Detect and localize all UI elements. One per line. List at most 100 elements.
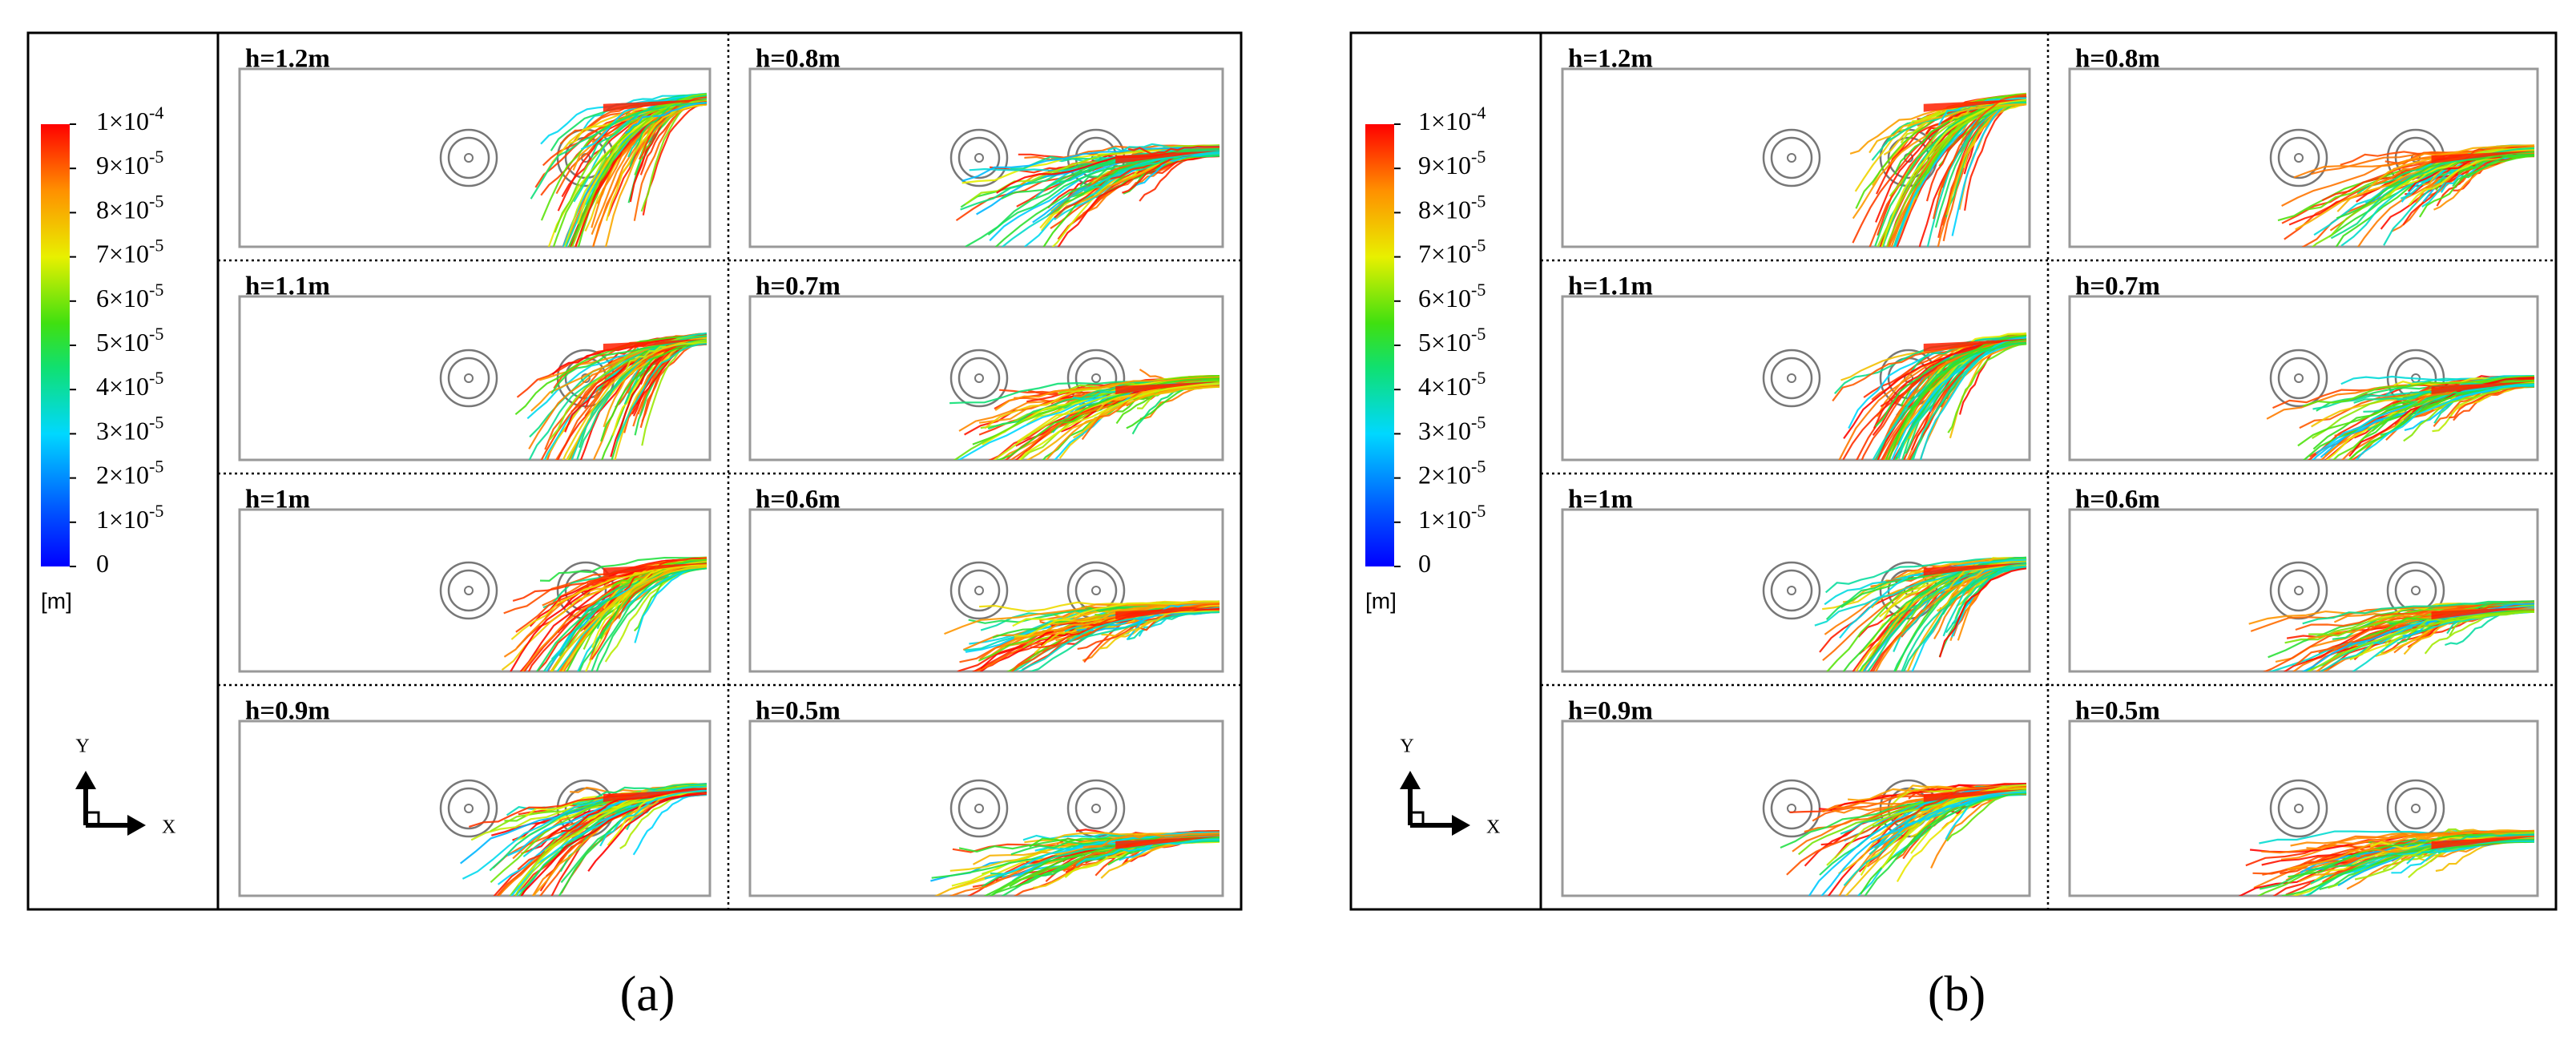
colorbar <box>1365 124 1394 566</box>
cylinder-inner <box>957 357 1001 400</box>
particle-track <box>1001 147 1220 200</box>
particle-track <box>1058 381 1220 394</box>
particle-track <box>616 343 707 442</box>
colorbar-tick-label: 7×10-5 <box>96 236 163 268</box>
particle-track <box>1833 336 2027 395</box>
cylinder-core <box>974 804 984 813</box>
cylinder-inner <box>957 569 1001 612</box>
colorbar-tick-label: 1×10-5 <box>1418 501 1486 534</box>
particle-track <box>1902 562 2027 671</box>
particle-track <box>550 566 707 671</box>
particle-track <box>984 831 1220 880</box>
particle-track <box>961 145 1220 182</box>
subplot: h=0.8m <box>748 45 1224 248</box>
cylinder-core <box>1787 373 1796 383</box>
colorbar-tick-label: 1×10-4 <box>96 103 163 135</box>
colorbar-tick-mantissa: 1×10 <box>1418 505 1471 534</box>
subplot: h=1.2m <box>238 45 712 248</box>
cylinder-inner <box>447 787 490 830</box>
subplot: h=1.1m <box>1561 272 2031 462</box>
cylinder-inner <box>1770 357 1813 400</box>
cylinder-outer <box>949 561 1009 620</box>
height-label: h=0.9m <box>1568 697 1653 726</box>
cylinder-inner <box>447 569 490 612</box>
colorbar-tick-label: 6×10-5 <box>1418 280 1486 312</box>
colorbar-tick-exponent: -5 <box>1471 191 1486 211</box>
cylinder-outer <box>439 779 498 838</box>
particle-track <box>641 339 707 446</box>
particle-track <box>1010 611 1220 671</box>
colorbar-tick-label: 2×10-5 <box>96 457 163 490</box>
height-label: h=0.8m <box>2075 45 2160 74</box>
particle-track <box>2302 380 2535 408</box>
colorbar-tick-exponent: -5 <box>149 501 163 521</box>
height-label: h=0.9m <box>245 697 330 726</box>
particle-track <box>996 377 1220 460</box>
colorbar-tick-exponent: -5 <box>149 147 163 167</box>
subplot: h=0.6m <box>2068 486 2539 673</box>
particle-track <box>1901 567 2027 671</box>
colorbar-unit: [m] <box>41 588 72 613</box>
subplot: h=0.5m <box>2068 697 2539 897</box>
particle-track <box>587 792 707 873</box>
colorbar-tick-mantissa: 3×10 <box>96 417 149 445</box>
cylinder-outer <box>1762 349 1821 408</box>
particle-track <box>1026 383 1220 460</box>
colorbar-tick-exponent: -5 <box>1471 147 1486 167</box>
particle-track <box>1885 101 2027 247</box>
cylinder-inner <box>2277 569 2320 612</box>
cylinder-inner <box>447 136 490 179</box>
particle-track <box>558 567 707 657</box>
particle-track <box>1082 832 1220 849</box>
particle-track <box>1898 556 2027 615</box>
particle-track <box>1870 557 2027 609</box>
colorbar-tick-label: 0 <box>96 549 109 578</box>
cylinder-inner <box>447 357 490 400</box>
cylinder-inner <box>2277 136 2320 179</box>
colorbar-tick-mantissa: 8×10 <box>96 196 149 224</box>
particle-track <box>2332 375 2535 460</box>
cylinder-outer <box>1762 561 1821 620</box>
cylinder-outer <box>949 779 1009 838</box>
cylinder-core <box>2411 804 2421 813</box>
height-label: h=1.2m <box>245 45 330 74</box>
particle-track <box>624 102 707 135</box>
cylinder-inner <box>2277 787 2320 830</box>
height-label: h=1.1m <box>1568 272 1653 301</box>
colorbar-tick-mantissa: 2×10 <box>96 461 149 490</box>
panel-caption: (a) <box>620 967 675 1022</box>
particle-track <box>552 102 707 247</box>
colorbar-tick-mantissa: 9×10 <box>96 151 149 180</box>
colorbar-tick-exponent: -5 <box>1471 236 1486 256</box>
colorbar-tick-exponent: -5 <box>1471 280 1486 300</box>
jet-core <box>1115 151 1219 164</box>
subplot: h=0.9m <box>1561 697 2031 897</box>
particle-track <box>625 341 707 370</box>
colorbar-tick-exponent: -5 <box>149 236 163 256</box>
cylinder-inner <box>1770 136 1813 179</box>
axis-label-y: Y <box>75 736 89 757</box>
cylinder-inner <box>1770 787 1813 830</box>
colorbar-tick-label: 6×10-5 <box>96 280 163 312</box>
cylinder-inner <box>957 787 1001 830</box>
domain-box <box>748 508 1224 673</box>
jet-core <box>1115 836 1219 849</box>
particle-track <box>2336 144 2535 212</box>
cylinder-core <box>974 153 984 163</box>
particle-track <box>562 337 707 460</box>
subplot: h=0.7m <box>2068 272 2539 462</box>
particle-track <box>1932 94 2027 220</box>
cylinder-outer <box>2269 128 2328 187</box>
cylinder-core <box>974 586 984 595</box>
cylinder-outer <box>1762 128 1821 187</box>
particle-track <box>599 789 707 847</box>
particle-track <box>2307 611 2535 671</box>
axis-label-x: X <box>1486 817 1500 838</box>
particle-track <box>1878 791 2027 848</box>
colorbar-tick-exponent: -5 <box>1471 501 1486 521</box>
jet-core <box>2431 151 2534 164</box>
jet-core <box>1115 607 1219 620</box>
particle-track <box>580 93 707 151</box>
axis-arrowhead <box>127 815 146 836</box>
